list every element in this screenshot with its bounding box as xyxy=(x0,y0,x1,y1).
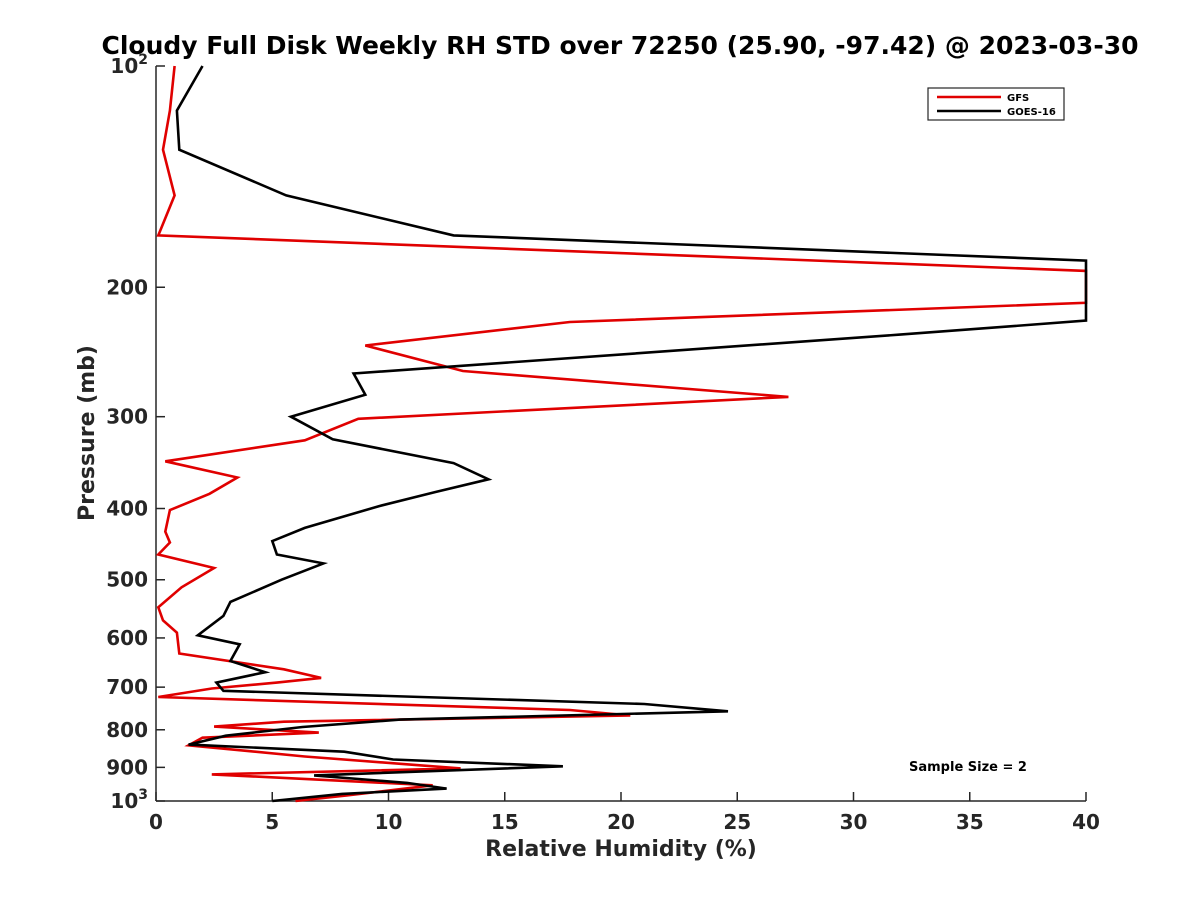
series-line-goes-16 xyxy=(175,65,1088,803)
x-tick-label: 40 xyxy=(1072,810,1100,834)
y-tick-label: 900 xyxy=(106,755,148,779)
x-tick-label: 35 xyxy=(956,810,984,834)
legend-label: GOES-16 xyxy=(1007,107,1056,118)
x-tick-label: 5 xyxy=(265,810,279,834)
y-tick-label: 300 xyxy=(106,405,148,429)
y-tick-label: 200 xyxy=(106,275,148,299)
chart-title: Cloudy Full Disk Weekly RH STD over 7225… xyxy=(101,31,1138,60)
x-tick-label: 10 xyxy=(375,810,403,834)
sample-size-annotation: Sample Size = 2 xyxy=(909,760,1027,775)
legend-label: GFS xyxy=(1007,93,1029,104)
x-tick-label: 30 xyxy=(840,810,868,834)
legend-box xyxy=(927,87,1065,121)
y-tick-label: 500 xyxy=(106,568,148,592)
x-tick-label: 25 xyxy=(723,810,751,834)
y-tick-label: 600 xyxy=(106,626,148,650)
x-axis-label: Relative Humidity (%) xyxy=(485,837,757,862)
series-lines xyxy=(155,65,1088,803)
x-axis-ticks: 0 5 10 15 20 25 30 35 40 xyxy=(149,792,1100,834)
x-tick-label: 20 xyxy=(607,810,635,834)
x-tick-label: 0 xyxy=(149,810,163,834)
y-tick-label: 700 xyxy=(106,675,148,699)
y-tick-label: 400 xyxy=(106,497,148,521)
x-tick-label: 15 xyxy=(491,810,519,834)
legend: GFS GOES-16 xyxy=(927,87,1065,121)
y-axis-label: Pressure (mb) xyxy=(75,345,100,521)
y-tick-label: 800 xyxy=(106,718,148,742)
